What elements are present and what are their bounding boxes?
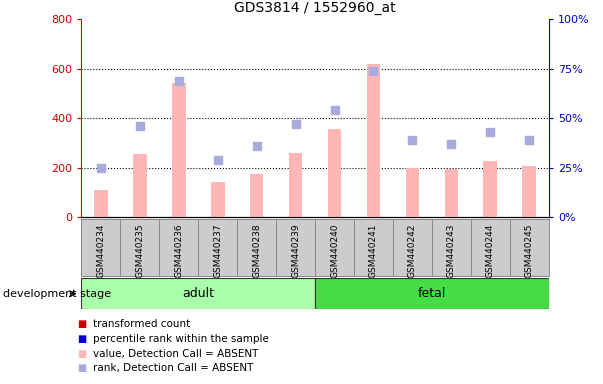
Point [252,143,262,149]
Text: GSM440243: GSM440243 [447,223,456,278]
Bar [133,154,147,217]
Bar [367,64,380,217]
Text: transformed count: transformed count [93,319,191,329]
Bar [406,167,419,217]
Text: GSM440237: GSM440237 [213,223,223,278]
Text: rank, Detection Call = ABSENT: rank, Detection Call = ABSENT [93,363,254,373]
Point [408,137,417,143]
Text: adult: adult [182,287,214,300]
Text: GSM440240: GSM440240 [330,223,339,278]
Point [174,78,183,84]
Bar [81,278,315,309]
Text: percentile rank within the sample: percentile rank within the sample [93,334,270,344]
Text: GSM440234: GSM440234 [96,223,106,278]
Bar [250,174,264,217]
Text: GSM440239: GSM440239 [291,223,300,278]
Bar [172,83,186,217]
Text: value, Detection Call = ABSENT: value, Detection Call = ABSENT [93,349,259,359]
Bar [484,161,497,217]
Point [447,141,456,147]
Bar [289,153,303,217]
Text: ■: ■ [77,334,86,344]
Bar [315,278,549,309]
Point [291,121,300,127]
Text: development stage: development stage [3,289,111,299]
Text: GSM440236: GSM440236 [174,223,183,278]
Text: GSM440235: GSM440235 [135,223,144,278]
Text: GSM440238: GSM440238 [252,223,261,278]
Point [135,123,145,129]
Text: GSM440244: GSM440244 [486,223,495,278]
Point [213,157,223,163]
Point [368,68,378,74]
Text: GSM440241: GSM440241 [369,223,378,278]
Bar [94,190,108,217]
Text: ■: ■ [77,363,86,373]
Point [485,129,495,135]
Point [330,107,339,113]
Text: GSM440245: GSM440245 [525,223,534,278]
Title: GDS3814 / 1552960_at: GDS3814 / 1552960_at [234,2,396,15]
Text: fetal: fetal [418,287,446,300]
Text: GSM440242: GSM440242 [408,223,417,278]
Text: ■: ■ [77,319,86,329]
Text: ■: ■ [77,349,86,359]
Bar [522,166,536,217]
Point [525,137,534,143]
Point [96,164,106,170]
Bar [211,182,224,217]
Bar [327,129,341,217]
Bar [444,169,458,217]
